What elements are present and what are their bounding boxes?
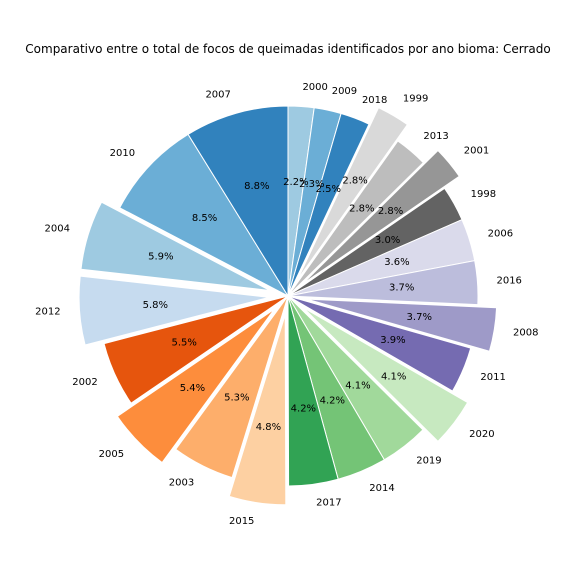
percent-label-2015: 4.8% <box>256 422 281 433</box>
percent-label-2020: 4.1% <box>381 371 406 382</box>
percent-label-2001: 2.8% <box>378 206 403 217</box>
category-label-2015: 2015 <box>229 516 254 527</box>
percent-label-2017: 4.2% <box>291 403 316 414</box>
category-label-2009: 2009 <box>332 86 357 97</box>
category-labels-group: 2000 2009 2018 1999 2013 2001 1998 2006 2016 2008… <box>35 82 538 527</box>
pie-slice-2010 <box>119 133 290 298</box>
percent-label-2011: 3.9% <box>380 335 405 346</box>
category-label-2017: 2017 <box>316 498 341 509</box>
percent-label-2006: 3.6% <box>384 257 409 268</box>
pie-slice-2008 <box>306 298 498 352</box>
category-label-2010: 2010 <box>110 148 135 159</box>
pie-slice-2005 <box>116 308 275 464</box>
category-label-2004: 2004 <box>45 224 70 235</box>
category-label-2016: 2016 <box>496 276 521 287</box>
percent-label-1999: 2.8% <box>342 176 367 187</box>
percent-label-2000: 2.2% <box>283 177 308 188</box>
pie-slice-2002 <box>103 295 289 404</box>
percent-label-2004: 5.9% <box>148 252 173 263</box>
pie-slice-2015 <box>228 314 287 506</box>
pie-slice-2020 <box>302 307 469 443</box>
pie-slice-2016 <box>287 260 479 306</box>
pie-slice-2001 <box>302 149 460 285</box>
pie-slice-2013 <box>287 140 425 297</box>
slices-group <box>78 105 498 506</box>
pie-slice-2018 <box>287 112 370 297</box>
percent-label-2009: 2.3% <box>299 179 324 190</box>
category-label-2003: 2003 <box>169 477 194 488</box>
chart-title: Comparativo entre o total de focos de qu… <box>25 42 550 56</box>
percent-label-2013: 2.8% <box>349 204 374 215</box>
percent-label-2010: 8.5% <box>192 213 217 224</box>
percent-label-2016: 3.7% <box>389 282 414 293</box>
percent-label-2014: 4.2% <box>320 396 345 407</box>
pie-slice-2017 <box>287 295 339 487</box>
pie-slice-2004 <box>80 201 271 291</box>
percent-label-1998: 3.0% <box>375 235 400 246</box>
pie-slice-2011 <box>287 295 472 392</box>
category-label-1998: 1998 <box>471 189 496 200</box>
percent-label-2019: 4.1% <box>345 381 370 392</box>
percent-label-2003: 5.3% <box>224 392 249 403</box>
percent-label-2008: 3.7% <box>407 312 432 323</box>
percent-label-2002: 5.5% <box>171 338 196 349</box>
category-label-2018: 2018 <box>362 95 387 106</box>
percent-label-2005: 5.4% <box>180 383 205 394</box>
pie-slice-2012 <box>78 275 270 346</box>
pie-slice-2003 <box>175 295 289 479</box>
category-label-2000: 2000 <box>302 82 327 93</box>
category-label-2002: 2002 <box>72 377 97 388</box>
category-label-1999: 1999 <box>403 94 428 105</box>
category-label-2008: 2008 <box>513 327 538 338</box>
category-label-2007: 2007 <box>205 89 230 100</box>
percent-label-2007: 8.8% <box>244 181 269 192</box>
category-label-2006: 2006 <box>488 229 513 240</box>
category-label-2005: 2005 <box>99 449 124 460</box>
category-label-2019: 2019 <box>416 456 441 467</box>
percent-label-2018: 2.5% <box>316 184 341 195</box>
percent-labels-group: 2.2%2.3%2.5%2.8%2.8% 2.8%3.0%3.6%3.7%3.7%… <box>143 176 432 433</box>
pie-slice-2007 <box>187 105 289 298</box>
category-label-2013: 2013 <box>423 131 448 142</box>
pie-slice-1999 <box>297 107 409 280</box>
category-label-2014: 2014 <box>369 483 394 494</box>
category-label-2001: 2001 <box>464 145 489 156</box>
category-label-2011: 2011 <box>480 372 505 383</box>
category-label-2020: 2020 <box>469 429 494 440</box>
percent-label-2012: 5.8% <box>143 300 168 311</box>
category-label-2012: 2012 <box>35 307 60 318</box>
